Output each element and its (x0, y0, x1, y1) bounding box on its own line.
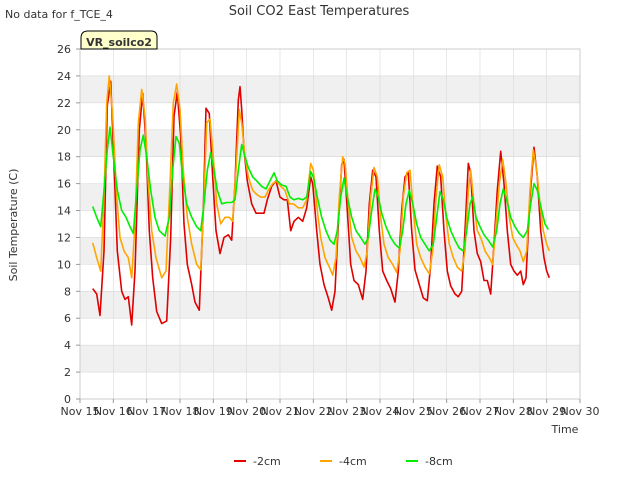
y-tick-label: 12 (57, 231, 71, 244)
x-tick-label: Nov 23 (327, 405, 366, 418)
x-tick-label: Nov 22 (294, 405, 333, 418)
plot-band (80, 129, 580, 157)
legend-label: -4cm (339, 455, 367, 468)
y-axis-label: Soil Temperature (C) (7, 169, 20, 282)
plot-background (80, 75, 580, 373)
x-tick-label: Nov 29 (527, 405, 566, 418)
nodata-text: No data for f_TCE_4 (5, 8, 113, 21)
series-line--8cm (91, 126, 549, 252)
x-tick-label: Nov 20 (227, 405, 266, 418)
chart-title: Soil CO2 East Temperatures (229, 4, 410, 19)
y-tick-label: 8 (64, 285, 71, 298)
y-tick-label: 26 (57, 43, 71, 56)
y-tick-label: 6 (64, 312, 71, 325)
plot-frame (79, 48, 581, 400)
x-tick-label: Nov 25 (394, 405, 433, 418)
y-tick-label: 24 (57, 70, 71, 83)
plot-band (80, 345, 580, 373)
legend: -2cm -4cm -8cm (234, 455, 453, 468)
site-badge-text: VR_soilco2 (86, 36, 152, 49)
series-line--2cm (92, 80, 551, 326)
series-lines (91, 75, 551, 326)
x-tick-label: Nov 21 (261, 405, 300, 418)
y-tick-label: 20 (57, 124, 71, 137)
x-tick-label: Nov 17 (127, 405, 166, 418)
series-line--4cm (91, 75, 551, 279)
site-badge-box (80, 30, 158, 50)
plot-band (80, 237, 580, 265)
x-axis-label: Time (551, 423, 579, 436)
x-tick-label: Nov 24 (361, 405, 400, 418)
x-tick-label: Nov 18 (161, 405, 200, 418)
site-badge: VR_soilco2 (80, 30, 158, 50)
y-tick-label: 16 (57, 178, 71, 191)
x-tick-label: Nov 28 (494, 405, 533, 418)
legend-label: -8cm (425, 455, 453, 468)
x-tick-label: Nov 19 (194, 405, 233, 418)
plot-band (80, 75, 580, 103)
y-tick-label: 10 (57, 258, 71, 271)
y-tick-label: 22 (57, 97, 71, 110)
y-tick-label: 18 (57, 151, 71, 164)
x-tick-label: Nov 15 (61, 405, 100, 418)
y-tick-label: 4 (64, 339, 71, 352)
y-tick-label: 14 (57, 205, 71, 218)
x-tick-label: Nov 26 (427, 405, 466, 418)
x-tick-label: Nov 30 (561, 405, 600, 418)
x-tick-label: Nov 16 (94, 405, 133, 418)
legend-label: -2cm (253, 455, 281, 468)
y-tick-label: 0 (64, 393, 71, 406)
x-tick-label: Nov 27 (461, 405, 500, 418)
y-tick-label: 2 (64, 366, 71, 379)
